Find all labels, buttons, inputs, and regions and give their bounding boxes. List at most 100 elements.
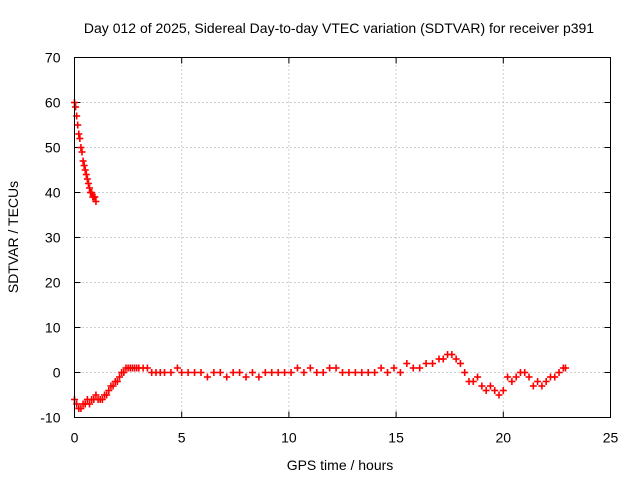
data-point <box>339 369 346 376</box>
data-point <box>143 364 151 372</box>
data-point <box>167 369 175 376</box>
data-point <box>191 369 199 376</box>
data-point <box>74 121 82 129</box>
data-point <box>495 391 503 399</box>
data-point <box>77 144 85 151</box>
data-point <box>86 184 94 192</box>
data-point <box>561 364 569 372</box>
data-point <box>461 369 469 376</box>
data-point <box>88 189 96 196</box>
data-point <box>396 369 404 376</box>
data-point <box>79 157 87 165</box>
data-point <box>86 400 94 408</box>
data-point <box>184 369 192 376</box>
data-point <box>287 369 295 376</box>
data-point <box>521 369 529 376</box>
data-point <box>326 364 334 372</box>
data-point <box>306 364 314 372</box>
x-tick-label: 15 <box>388 430 404 446</box>
data-point <box>345 369 353 376</box>
data-point <box>512 373 520 381</box>
y-tick-label: 10 <box>45 320 61 336</box>
data-point <box>390 364 398 372</box>
x-tick-label: 20 <box>496 430 512 446</box>
y-tick-label: 60 <box>45 95 61 111</box>
data-point <box>75 130 83 138</box>
data-point <box>203 373 211 381</box>
data-point <box>116 373 124 381</box>
data-point <box>403 360 411 367</box>
data-point <box>91 193 99 201</box>
data-point <box>439 355 447 363</box>
data-point <box>223 373 231 381</box>
data-point <box>486 382 494 390</box>
data-point <box>508 378 516 385</box>
data-point <box>105 387 113 394</box>
data-point <box>332 364 340 372</box>
data-point <box>103 391 111 399</box>
data-point <box>161 369 169 376</box>
grid <box>74 57 611 418</box>
data-point <box>76 135 84 142</box>
data-point <box>491 387 499 394</box>
data-point <box>377 364 385 372</box>
data-point <box>248 369 256 376</box>
data-point <box>82 171 90 178</box>
data-point <box>371 369 379 376</box>
data-point <box>81 166 89 174</box>
data-point <box>78 148 86 156</box>
data-point <box>120 369 128 376</box>
y-tick-label: -10 <box>40 410 60 426</box>
data-point <box>351 369 359 376</box>
data-point <box>242 373 250 381</box>
data-point <box>358 369 366 376</box>
data-point <box>109 382 117 390</box>
data-point <box>416 364 424 372</box>
data-point <box>555 369 563 376</box>
data-point <box>364 369 372 376</box>
data-point <box>178 369 186 376</box>
data-point <box>474 373 482 381</box>
data-point <box>300 369 308 376</box>
data-points <box>71 99 569 412</box>
data-point <box>482 387 490 394</box>
data-point <box>98 396 106 403</box>
x-tick-label: 0 <box>71 430 79 446</box>
data-point <box>534 378 542 385</box>
data-point <box>456 360 464 367</box>
data-point <box>229 369 237 376</box>
data-point <box>469 378 477 385</box>
data-point <box>529 382 537 390</box>
chart-title: Day 012 of 2025, Sidereal Day-to-day VTE… <box>84 20 594 36</box>
y-tick-label: 70 <box>45 50 61 66</box>
x-tick-label: 10 <box>281 430 297 446</box>
data-point <box>84 180 92 187</box>
data-point <box>478 382 486 390</box>
plot-frame <box>74 57 611 418</box>
data-point <box>422 360 430 367</box>
data-point <box>83 175 91 183</box>
y-tick-label: 0 <box>53 365 61 381</box>
data-point <box>80 162 88 169</box>
x-tick-label: 25 <box>603 430 619 446</box>
data-point <box>113 378 121 385</box>
data-point <box>319 369 327 376</box>
data-point <box>525 373 533 381</box>
data-point <box>77 405 85 412</box>
data-point <box>72 103 80 111</box>
y-tick-label: 50 <box>45 140 61 156</box>
data-point <box>236 369 244 376</box>
data-point <box>384 369 392 376</box>
y-tick-label: 40 <box>45 185 61 201</box>
y-tick-labels: -10 0 10 20 30 40 50 60 70 <box>40 50 60 426</box>
data-point <box>504 373 512 381</box>
data-point <box>452 355 460 363</box>
data-point <box>281 369 289 376</box>
data-point <box>197 369 205 376</box>
data-point <box>409 364 417 372</box>
data-point <box>216 369 224 376</box>
y-tick-label: 30 <box>45 230 61 246</box>
data-point <box>268 369 276 376</box>
